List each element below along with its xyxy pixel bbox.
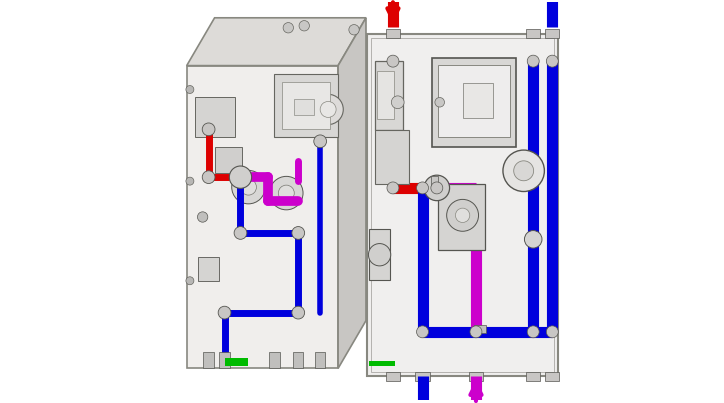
Bar bbox=[376, 71, 394, 119]
Bar bbox=[545, 372, 560, 381]
Bar bbox=[293, 353, 303, 368]
Circle shape bbox=[234, 226, 247, 239]
Circle shape bbox=[186, 277, 194, 285]
Bar bbox=[367, 34, 558, 376]
Bar bbox=[369, 229, 390, 280]
Circle shape bbox=[447, 199, 479, 231]
Bar bbox=[214, 147, 243, 173]
Bar bbox=[386, 372, 400, 381]
Bar bbox=[198, 257, 219, 281]
Bar bbox=[432, 58, 516, 147]
Polygon shape bbox=[338, 18, 366, 368]
Bar bbox=[375, 61, 403, 130]
Bar bbox=[375, 130, 409, 185]
Circle shape bbox=[283, 23, 293, 33]
Circle shape bbox=[470, 326, 482, 338]
Circle shape bbox=[218, 306, 231, 319]
Circle shape bbox=[299, 21, 309, 31]
Bar bbox=[526, 372, 540, 381]
Circle shape bbox=[416, 182, 429, 194]
Circle shape bbox=[234, 171, 247, 183]
Circle shape bbox=[431, 182, 443, 194]
Polygon shape bbox=[187, 66, 338, 368]
Circle shape bbox=[547, 326, 558, 338]
Circle shape bbox=[292, 306, 305, 319]
Bar bbox=[294, 100, 314, 115]
Circle shape bbox=[186, 177, 194, 185]
Circle shape bbox=[547, 55, 558, 67]
Circle shape bbox=[524, 231, 542, 248]
Bar bbox=[269, 353, 279, 368]
Bar bbox=[203, 353, 214, 368]
Bar bbox=[369, 361, 395, 366]
Circle shape bbox=[313, 94, 343, 125]
Circle shape bbox=[198, 212, 208, 222]
Bar bbox=[219, 353, 230, 368]
Circle shape bbox=[424, 175, 450, 201]
Bar bbox=[526, 29, 540, 38]
Circle shape bbox=[527, 55, 539, 67]
Circle shape bbox=[313, 135, 327, 147]
Circle shape bbox=[230, 166, 252, 188]
Circle shape bbox=[392, 96, 404, 109]
Bar bbox=[386, 29, 400, 38]
Bar bbox=[315, 353, 325, 368]
Circle shape bbox=[503, 150, 544, 191]
Circle shape bbox=[269, 177, 303, 210]
Bar bbox=[371, 38, 554, 372]
Bar bbox=[438, 185, 486, 249]
Circle shape bbox=[514, 161, 534, 181]
Circle shape bbox=[387, 55, 399, 67]
Bar bbox=[474, 324, 486, 332]
Circle shape bbox=[240, 179, 256, 195]
Bar bbox=[545, 29, 560, 38]
Polygon shape bbox=[282, 81, 330, 129]
Bar bbox=[224, 358, 248, 366]
Bar bbox=[463, 83, 493, 118]
Bar bbox=[195, 98, 235, 137]
Bar bbox=[416, 372, 429, 381]
Circle shape bbox=[387, 182, 399, 194]
Circle shape bbox=[202, 123, 215, 136]
Circle shape bbox=[435, 98, 445, 107]
Circle shape bbox=[186, 85, 194, 93]
Circle shape bbox=[349, 25, 359, 35]
Circle shape bbox=[200, 260, 217, 278]
Circle shape bbox=[278, 185, 294, 201]
Circle shape bbox=[369, 243, 391, 266]
Bar bbox=[438, 64, 510, 137]
Circle shape bbox=[202, 171, 215, 183]
Bar bbox=[468, 372, 483, 381]
Polygon shape bbox=[274, 74, 338, 137]
Circle shape bbox=[232, 170, 265, 204]
Circle shape bbox=[455, 208, 470, 222]
Polygon shape bbox=[187, 18, 366, 66]
Bar bbox=[431, 176, 438, 186]
Circle shape bbox=[527, 326, 539, 338]
Circle shape bbox=[320, 102, 336, 117]
Circle shape bbox=[292, 226, 305, 239]
Circle shape bbox=[416, 326, 429, 338]
